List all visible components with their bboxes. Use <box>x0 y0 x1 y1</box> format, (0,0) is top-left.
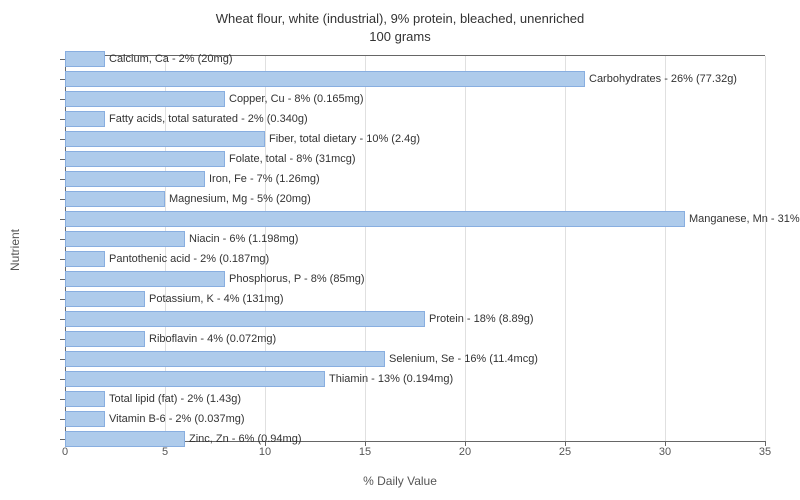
bar-label: Niacin - 6% (1.198mg) <box>185 231 298 247</box>
bar <box>65 191 165 207</box>
bar-row: Fatty acids, total saturated - 2% (0.340… <box>65 111 765 127</box>
bar-row: Vitamin B-6 - 2% (0.037mg) <box>65 411 765 427</box>
bar-label: Vitamin B-6 - 2% (0.037mg) <box>105 411 245 427</box>
bar <box>65 211 685 227</box>
bar-row: Zinc, Zn - 6% (0.94mg) <box>65 431 765 447</box>
bar-row: Selenium, Se - 16% (11.4mcg) <box>65 351 765 367</box>
x-tick-label: 5 <box>162 446 168 458</box>
bar-row: Folate, total - 8% (31mcg) <box>65 151 765 167</box>
title-line-2: 100 grams <box>369 29 430 44</box>
bar <box>65 391 105 407</box>
plot-area: 05101520253035Calcium, Ca - 2% (20mg)Car… <box>65 55 765 442</box>
bar <box>65 151 225 167</box>
bar-row: Phosphorus, P - 8% (85mg) <box>65 271 765 287</box>
x-tick-label: 35 <box>759 446 771 458</box>
bar-label: Zinc, Zn - 6% (0.94mg) <box>185 431 301 447</box>
gridline <box>765 56 766 441</box>
bar-label: Thiamin - 13% (0.194mg) <box>325 371 453 387</box>
bar-label: Riboflavin - 4% (0.072mg) <box>145 331 276 347</box>
bar-row: Niacin - 6% (1.198mg) <box>65 231 765 247</box>
bar-label: Fiber, total dietary - 10% (2.4g) <box>265 131 420 147</box>
nutrient-chart: Wheat flour, white (industrial), 9% prot… <box>0 0 800 500</box>
bar <box>65 271 225 287</box>
bar-label: Folate, total - 8% (31mcg) <box>225 151 356 167</box>
bar <box>65 131 265 147</box>
bar-row: Protein - 18% (8.89g) <box>65 311 765 327</box>
bar-label: Phosphorus, P - 8% (85mg) <box>225 271 365 287</box>
x-tick-label: 0 <box>62 446 68 458</box>
bar-label: Potassium, K - 4% (131mg) <box>145 291 284 307</box>
bar-label: Iron, Fe - 7% (1.26mg) <box>205 171 320 187</box>
bar-row: Calcium, Ca - 2% (20mg) <box>65 51 765 67</box>
bar-label: Manganese, Mn - 31% (0.628mg) <box>685 211 800 227</box>
title-line-1: Wheat flour, white (industrial), 9% prot… <box>216 11 585 26</box>
bar <box>65 371 325 387</box>
bar <box>65 331 145 347</box>
bar-row: Iron, Fe - 7% (1.26mg) <box>65 171 765 187</box>
bar <box>65 411 105 427</box>
bar-label: Selenium, Se - 16% (11.4mcg) <box>385 351 538 367</box>
x-tick-label: 20 <box>459 446 471 458</box>
bar-row: Fiber, total dietary - 10% (2.4g) <box>65 131 765 147</box>
bar <box>65 351 385 367</box>
bar-label: Pantothenic acid - 2% (0.187mg) <box>105 251 269 267</box>
bar-label: Protein - 18% (8.89g) <box>425 311 534 327</box>
bar-row: Carbohydrates - 26% (77.32g) <box>65 71 765 87</box>
x-axis-label: % Daily Value <box>363 474 437 488</box>
bar-row: Thiamin - 13% (0.194mg) <box>65 371 765 387</box>
bar-label: Copper, Cu - 8% (0.165mg) <box>225 91 364 107</box>
bar <box>65 231 185 247</box>
x-tick-label: 15 <box>359 446 371 458</box>
bar <box>65 71 585 87</box>
bar-row: Magnesium, Mg - 5% (20mg) <box>65 191 765 207</box>
bar <box>65 311 425 327</box>
bar-row: Riboflavin - 4% (0.072mg) <box>65 331 765 347</box>
bar <box>65 171 205 187</box>
bar-row: Total lipid (fat) - 2% (1.43g) <box>65 391 765 407</box>
x-tick-label: 30 <box>659 446 671 458</box>
bar-label: Total lipid (fat) - 2% (1.43g) <box>105 391 241 407</box>
bar-row: Copper, Cu - 8% (0.165mg) <box>65 91 765 107</box>
bar-label: Carbohydrates - 26% (77.32g) <box>585 71 737 87</box>
bar <box>65 91 225 107</box>
x-tick-label: 25 <box>559 446 571 458</box>
bar <box>65 431 185 447</box>
bar-row: Potassium, K - 4% (131mg) <box>65 291 765 307</box>
bar <box>65 291 145 307</box>
y-axis-label: Nutrient <box>8 229 22 271</box>
bar-row: Pantothenic acid - 2% (0.187mg) <box>65 251 765 267</box>
bar-row: Manganese, Mn - 31% (0.628mg) <box>65 211 765 227</box>
bar-label: Magnesium, Mg - 5% (20mg) <box>165 191 311 207</box>
bar-label: Fatty acids, total saturated - 2% (0.340… <box>105 111 308 127</box>
chart-title: Wheat flour, white (industrial), 9% prot… <box>0 0 800 46</box>
bar <box>65 111 105 127</box>
bar-label: Calcium, Ca - 2% (20mg) <box>105 51 232 67</box>
bar <box>65 51 105 67</box>
x-tick-label: 10 <box>259 446 271 458</box>
bar <box>65 251 105 267</box>
